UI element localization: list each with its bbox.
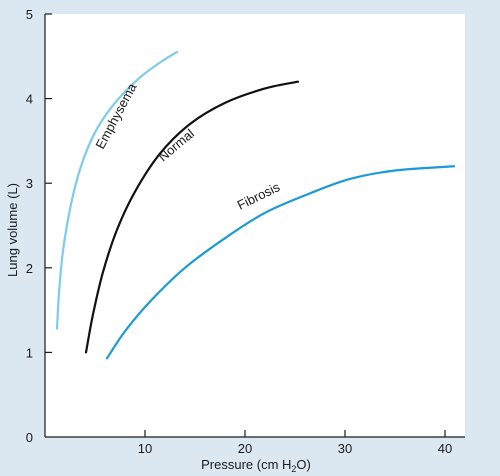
- x-axis-title-main: Pressure (cm H: [201, 457, 291, 472]
- y-tick-label: 3: [26, 176, 33, 191]
- x-tick-label: 30: [338, 441, 352, 456]
- y-tick-label: 1: [26, 345, 33, 360]
- y-tick-label: 5: [26, 7, 33, 22]
- plot-area: [45, 14, 465, 437]
- axes: [44, 14, 465, 438]
- y-tick-label: 4: [26, 92, 33, 107]
- x-axis-title-tail: O): [296, 457, 310, 472]
- ticks: 0 1 2 3 4 5 10 20 30 40: [26, 7, 452, 456]
- x-axis-title: Pressure (cm H2O): [201, 457, 311, 474]
- x-tick-label: 40: [438, 441, 452, 456]
- x-tick-label: 20: [238, 441, 252, 456]
- series: [55, 50, 456, 360]
- series-line-emphysema: [55, 50, 179, 330]
- series-line-normal: [84, 80, 300, 354]
- y-tick-label: 2: [26, 261, 33, 276]
- series-line-fibrosis: [105, 165, 456, 360]
- y-axis-title: Lung volume (L): [5, 183, 20, 277]
- x-tick-label: 10: [138, 441, 152, 456]
- x-axis-title-sub: 2: [291, 464, 296, 474]
- y-tick-label: 0: [26, 430, 33, 445]
